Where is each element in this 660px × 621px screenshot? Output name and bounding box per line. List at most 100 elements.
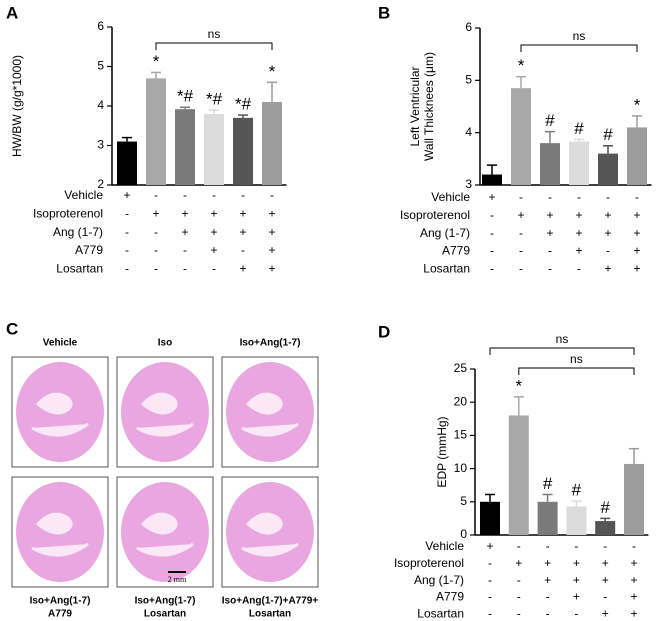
condition-label: Losartan <box>423 261 470 275</box>
y-tick-label: 25 <box>454 361 468 375</box>
condition-sign: + <box>488 190 495 204</box>
heart-cavity <box>241 512 299 557</box>
condition-sign: + <box>575 244 582 258</box>
bracket-label: ns <box>573 29 586 43</box>
y-axis-label: Left Ventricular <box>408 66 422 146</box>
y-tick-label: 2 <box>97 177 104 191</box>
condition-sign: + <box>544 556 551 570</box>
significance-marker: * <box>634 95 641 114</box>
bar <box>480 501 500 535</box>
bar <box>595 521 616 535</box>
bar <box>204 113 224 185</box>
condition-label: Losartan <box>417 606 464 620</box>
condition-sign: - <box>546 539 550 553</box>
bracket-label: ns <box>208 27 221 41</box>
condition-sign: + <box>210 243 217 257</box>
condition-sign: - <box>183 188 187 202</box>
significance-marker: # <box>603 125 613 144</box>
condition-sign: + <box>123 188 130 202</box>
condition-sign: - <box>154 225 158 239</box>
condition-label: A779 <box>75 243 103 257</box>
significance-marker: * <box>269 62 276 81</box>
image-label: Losartan <box>249 609 291 620</box>
bracket-label: ns <box>556 332 569 346</box>
condition-sign: - <box>519 261 523 275</box>
condition-sign: + <box>633 261 640 275</box>
condition-sign: + <box>152 206 159 220</box>
condition-sign: - <box>546 590 550 604</box>
condition-sign: - <box>603 590 607 604</box>
bracket-label: ns <box>570 352 583 366</box>
condition-label: Isoproterenol <box>394 556 464 570</box>
condition-sign: + <box>573 556 580 570</box>
condition-sign: - <box>490 261 494 275</box>
bar <box>262 102 282 185</box>
condition-sign: + <box>546 226 553 240</box>
condition-sign: - <box>519 244 523 258</box>
condition-sign: + <box>604 208 611 222</box>
bar <box>482 174 502 185</box>
condition-sign: - <box>517 606 521 620</box>
y-tick-label: 0 <box>460 527 467 541</box>
y-tick-label: 15 <box>454 428 468 442</box>
y-tick-label: 20 <box>454 394 468 408</box>
y-tick-label: 6 <box>465 20 472 34</box>
condition-sign: + <box>633 226 640 240</box>
condition-sign: - <box>632 539 636 553</box>
image-label: Losartan <box>144 609 186 620</box>
condition-sign: + <box>573 573 580 587</box>
condition-label: Losartan <box>56 261 103 275</box>
condition-label: Vehicle <box>431 190 470 204</box>
condition-sign: - <box>488 556 492 570</box>
comparison-bracket <box>155 42 273 50</box>
condition-sign: + <box>633 244 640 258</box>
image-label: Iso+Ang(1-7)+A779+ <box>222 596 319 607</box>
condition-sign: - <box>183 261 187 275</box>
condition-sign: + <box>544 573 551 587</box>
condition-label: Vehicle <box>425 539 464 553</box>
condition-sign: + <box>239 206 246 220</box>
y-tick-label: 4 <box>97 98 104 112</box>
bar <box>117 141 137 185</box>
condition-label: Vehicle <box>64 188 103 202</box>
condition-sign: - <box>154 243 158 257</box>
image-label: Iso <box>158 338 172 349</box>
condition-sign: + <box>575 226 582 240</box>
condition-label: A779 <box>436 590 464 604</box>
condition-sign: + <box>268 243 275 257</box>
condition-label: Isoproterenol <box>33 206 103 220</box>
condition-sign: - <box>488 606 492 620</box>
condition-sign: - <box>606 190 610 204</box>
condition-sign: + <box>604 261 611 275</box>
y-tick-label: 10 <box>454 461 468 475</box>
bar <box>566 506 587 535</box>
bar <box>233 117 253 185</box>
significance-marker: * <box>515 376 522 395</box>
bar <box>598 153 618 185</box>
condition-sign: + <box>630 606 637 620</box>
condition-sign: - <box>241 188 245 202</box>
condition-sign: + <box>546 208 553 222</box>
y-tick-label: 5 <box>97 59 104 73</box>
condition-sign: - <box>488 573 492 587</box>
condition-sign: + <box>573 590 580 604</box>
image-label: A779 <box>48 609 72 620</box>
condition-sign: - <box>519 190 523 204</box>
condition-sign: - <box>574 606 578 620</box>
condition-sign: - <box>125 261 129 275</box>
significance-marker: # <box>545 111 555 130</box>
condition-sign: + <box>630 590 637 604</box>
condition-sign: - <box>519 226 523 240</box>
significance-marker: * <box>518 56 525 75</box>
heart-cavity <box>241 392 299 437</box>
significance-marker: * <box>153 52 160 71</box>
condition-sign: + <box>602 573 609 587</box>
significance-marker: # <box>572 481 582 500</box>
panel-letter: C <box>6 319 18 338</box>
condition-sign: + <box>575 208 582 222</box>
condition-sign: - <box>183 243 187 257</box>
condition-sign: - <box>241 243 245 257</box>
significance-marker: *# <box>206 89 223 108</box>
comparison-bracket <box>518 367 635 375</box>
image-label: Iso+Ang(1-7) <box>240 338 301 349</box>
